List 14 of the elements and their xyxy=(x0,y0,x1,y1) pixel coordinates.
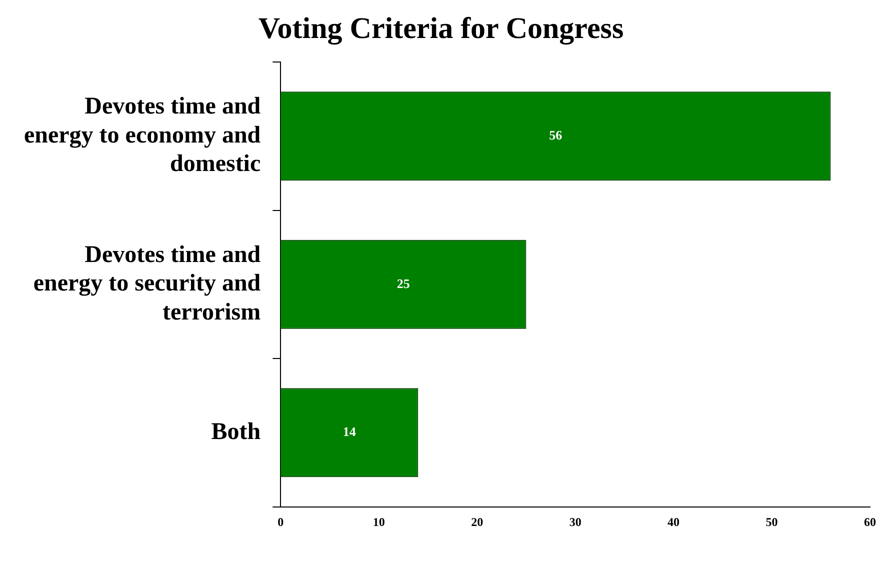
y-tick-label: Devotes time and energy to economy and domestic xyxy=(24,94,262,178)
data-label: 56 xyxy=(549,127,563,142)
x-tick-label: 50 xyxy=(766,515,778,530)
data-label: 25 xyxy=(396,276,410,291)
chart-title: Voting Criteria for Congress xyxy=(258,12,624,45)
x-tick-label: 20 xyxy=(471,515,484,530)
x-tick-label: 10 xyxy=(372,515,385,530)
y-tick-label: Devotes time and energy to security and terrorism xyxy=(33,242,262,326)
x-tick-label: 60 xyxy=(864,515,876,530)
x-tick-label: 40 xyxy=(668,515,680,530)
x-tick-label: 0 xyxy=(278,515,284,530)
data-label: 14 xyxy=(342,424,356,440)
y-tick-label: Both xyxy=(211,418,261,445)
x-tick-label: 30 xyxy=(569,515,582,530)
